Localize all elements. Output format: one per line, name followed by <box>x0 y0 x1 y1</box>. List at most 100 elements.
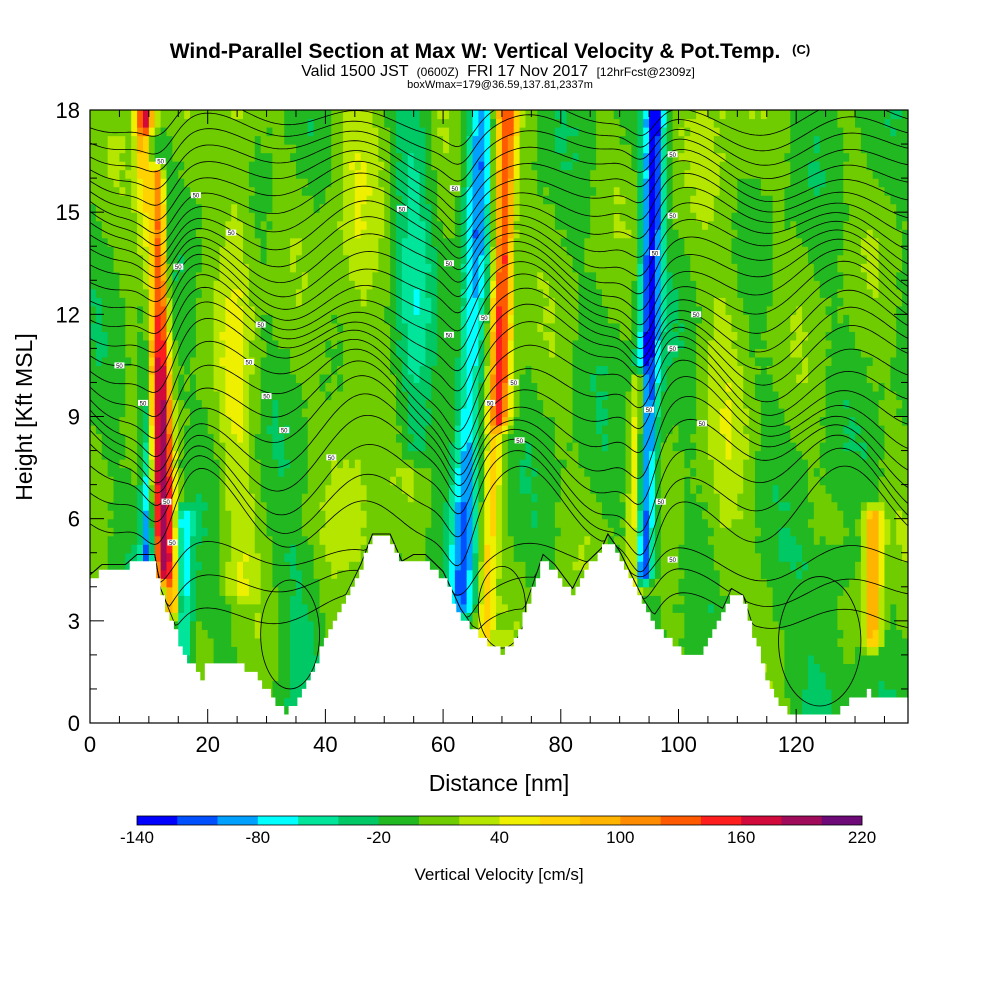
heatmap-cell <box>278 195 285 205</box>
heatmap-cell <box>119 118 126 128</box>
heatmap-cell <box>419 382 427 392</box>
heatmap-cell <box>266 144 274 154</box>
heatmap-cell <box>119 356 126 367</box>
heatmap-cell <box>425 450 432 460</box>
heatmap-cell <box>360 425 368 435</box>
heatmap-cell <box>213 646 221 656</box>
heatmap-cell <box>301 578 309 588</box>
heatmap-cell <box>378 416 385 426</box>
heatmap-cell <box>448 178 456 188</box>
heatmap-cell <box>113 527 121 537</box>
heatmap-cell <box>137 493 144 503</box>
heatmap-cell <box>248 229 256 239</box>
heatmap-cell <box>295 348 303 358</box>
heatmap-cell <box>425 373 432 384</box>
heatmap-cell <box>90 297 97 307</box>
heatmap-cell <box>290 271 297 281</box>
heatmap-cell <box>107 518 115 528</box>
heatmap-cell <box>484 195 491 205</box>
heatmap-cell <box>301 663 309 673</box>
heatmap-cell <box>266 561 274 571</box>
heatmap-cell <box>243 518 250 528</box>
heatmap-cell <box>166 544 173 554</box>
heatmap-cell <box>384 263 391 273</box>
heatmap-cell <box>178 603 185 613</box>
heatmap-cell <box>372 203 379 213</box>
heatmap-cell <box>384 527 391 537</box>
heatmap-cell <box>466 399 474 409</box>
heatmap-cell <box>148 229 156 239</box>
heatmap-cell <box>360 178 368 188</box>
heatmap-cell <box>207 407 215 418</box>
heatmap-cell <box>307 637 315 647</box>
heatmap-cell <box>407 118 415 128</box>
heatmap-cell <box>307 578 315 588</box>
heatmap-cell <box>431 144 438 154</box>
heatmap-cell <box>137 229 144 239</box>
heatmap-cell <box>260 382 268 392</box>
heatmap-cell <box>237 561 244 571</box>
heatmap-cell <box>107 118 115 128</box>
heatmap-cell <box>142 135 150 145</box>
heatmap-cell <box>237 186 244 196</box>
heatmap-cell <box>466 510 474 520</box>
heatmap-cell <box>490 450 497 460</box>
heatmap-cell <box>401 493 409 503</box>
heatmap-cell <box>401 127 409 137</box>
heatmap-cell <box>137 237 144 247</box>
heatmap-cell <box>137 314 144 324</box>
heatmap-cell <box>313 135 321 145</box>
heatmap-cell <box>443 552 450 562</box>
heatmap-cell <box>190 110 197 120</box>
heatmap-cell <box>419 442 427 452</box>
heatmap-cell <box>225 399 232 409</box>
heatmap-cell <box>319 288 326 298</box>
heatmap-cell <box>260 476 268 486</box>
heatmap-cell <box>319 637 326 647</box>
heatmap-cell <box>160 552 168 562</box>
heatmap-cell <box>343 314 350 324</box>
heatmap-cell <box>248 544 256 554</box>
heatmap-cell <box>425 212 432 222</box>
heatmap-cell <box>319 561 326 571</box>
heatmap-cell <box>248 450 256 460</box>
heatmap-cell <box>378 527 385 537</box>
heatmap-cell <box>195 178 203 188</box>
heatmap-cell <box>372 288 379 298</box>
heatmap-cell <box>137 484 144 494</box>
heatmap-cell <box>407 203 415 213</box>
heatmap-cell <box>366 476 374 486</box>
heatmap-cell <box>201 595 209 605</box>
heatmap-cell <box>266 356 274 367</box>
heatmap-cell <box>390 280 397 290</box>
heatmap-cell <box>113 220 121 230</box>
heatmap-cell <box>219 501 226 511</box>
heatmap-cell <box>131 161 138 171</box>
heatmap-cell <box>148 535 156 545</box>
heatmap-cell <box>90 552 97 562</box>
heatmap-cell <box>390 305 397 315</box>
heatmap-cell <box>278 373 285 384</box>
heatmap-cell <box>419 552 427 562</box>
heatmap-cell <box>437 552 444 562</box>
heatmap-cell <box>284 263 291 273</box>
heatmap-cell <box>272 254 279 264</box>
heatmap-cell <box>472 339 479 349</box>
heatmap-cell <box>237 144 244 154</box>
heatmap-cell <box>195 518 203 528</box>
heatmap-cell <box>384 450 391 460</box>
heatmap-cell <box>107 331 115 341</box>
heatmap-cell <box>348 442 356 452</box>
heatmap-cell <box>448 280 456 290</box>
heatmap-cell <box>448 552 456 562</box>
heatmap-cell <box>137 467 144 477</box>
heatmap-cell <box>160 484 168 494</box>
heatmap-cell <box>325 390 332 401</box>
heatmap-cell <box>184 314 191 324</box>
heatmap-cell <box>331 271 338 281</box>
heatmap-cell <box>272 467 279 477</box>
heatmap-cell <box>231 390 238 401</box>
heatmap-cell <box>313 569 321 579</box>
heatmap-cell <box>284 186 291 196</box>
heatmap-cell <box>437 339 444 349</box>
